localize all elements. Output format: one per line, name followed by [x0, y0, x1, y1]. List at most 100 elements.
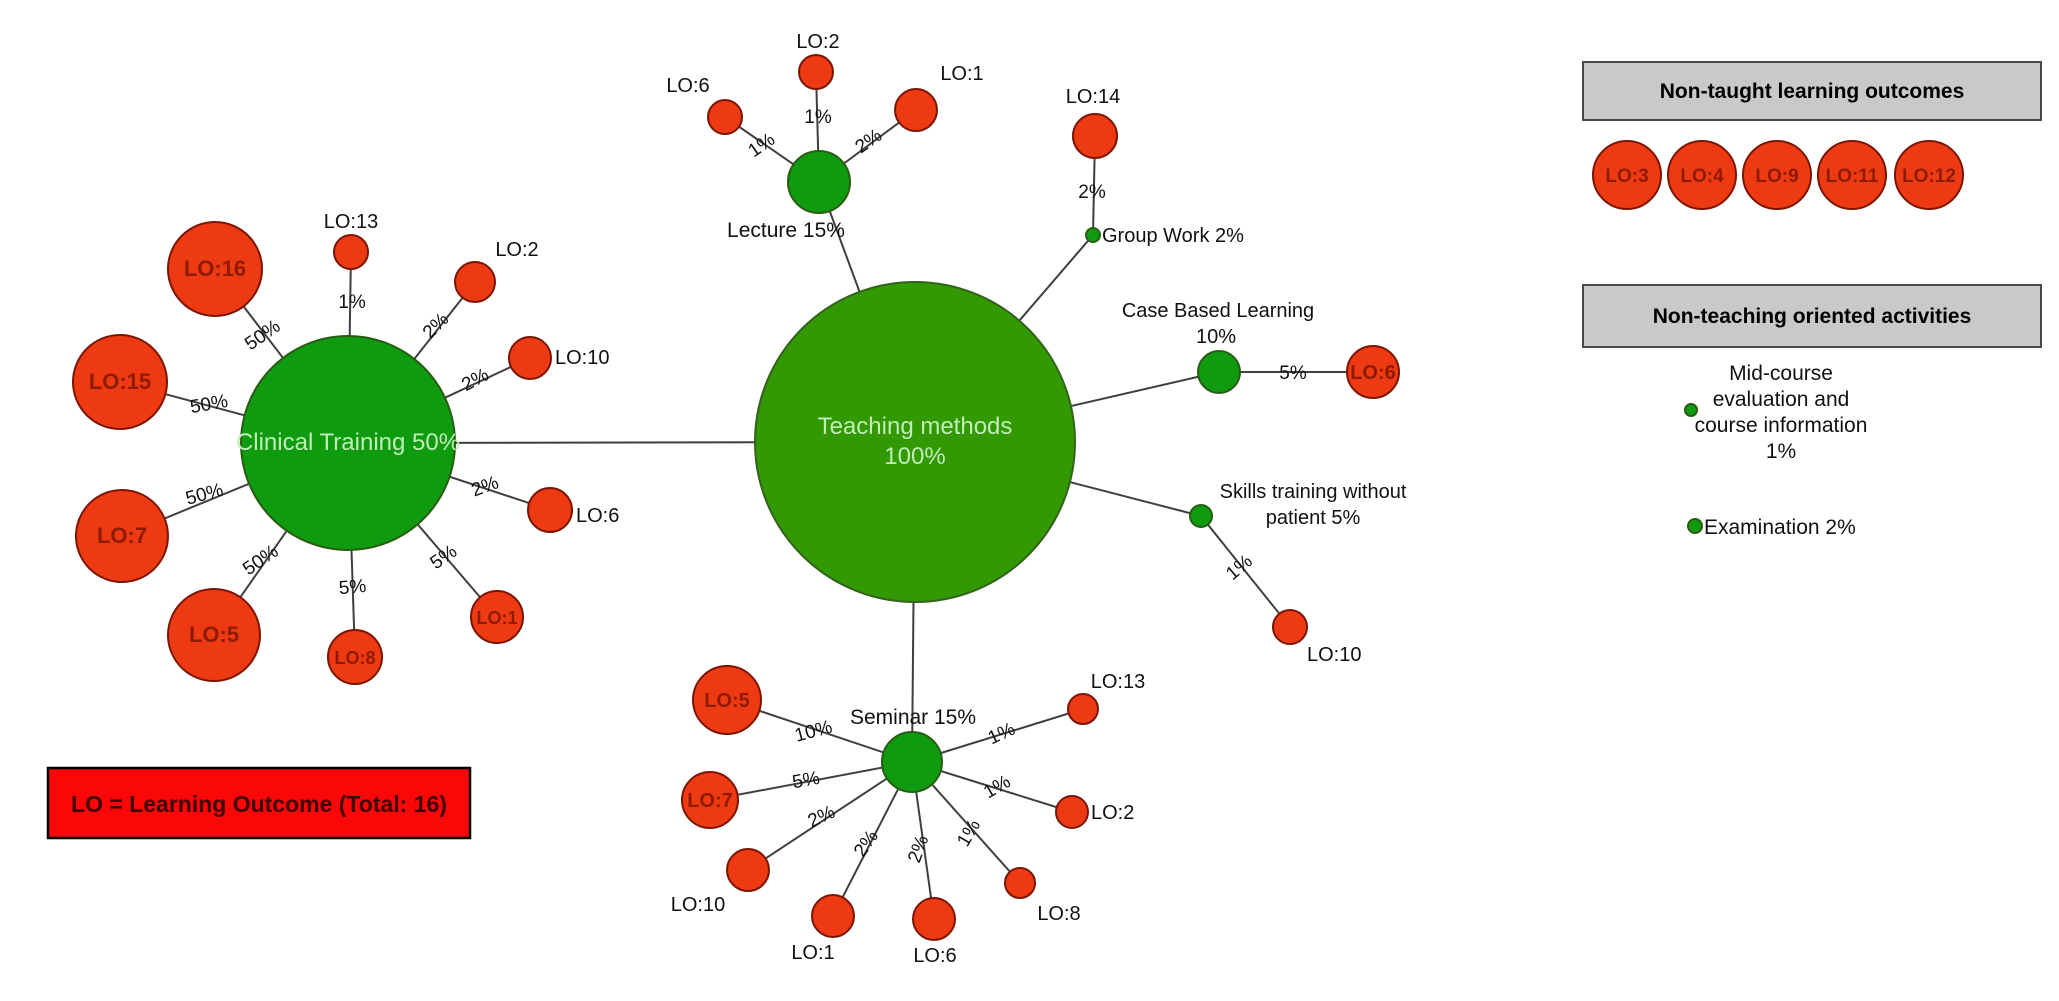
edge-seminar-lo7 [709, 761, 913, 801]
node-circles [72, 54, 1964, 941]
nontaught-lo11-node [1817, 140, 1887, 210]
nontaught-lo3-label: LO:3 [1605, 166, 1648, 187]
nontaught-lo4-node [1667, 140, 1737, 210]
clinical-lo15-node [72, 334, 168, 430]
seminar-lo5-pct: 10% [792, 717, 834, 747]
clinical-lo6-label: LO:6 [576, 505, 619, 527]
non-teaching-title: Non-teaching oriented activities [1653, 305, 1972, 328]
legend-box [46, 766, 472, 840]
lecture-node [787, 150, 851, 214]
legend: LO = Learning Outcome (Total: 16) [46, 766, 472, 840]
case-based-node [1197, 350, 1241, 394]
non-taught-title: Non-taught learning outcomes [1660, 80, 1965, 103]
clinical-lo10-pct: 2% [458, 364, 492, 395]
clinical-lo16-pct: 50% [241, 316, 284, 355]
seminar-lo1-label: LO:1 [791, 942, 834, 964]
teaching-label-line1: Teaching methods [818, 413, 1013, 440]
skills-title-line2: patient 5% [1266, 507, 1361, 529]
seminar-lo6-label: LO:6 [913, 945, 956, 967]
clinical-lo6-node [527, 487, 573, 533]
seminar-lo10-label: LO:10 [671, 894, 725, 916]
legend-text: LO = Learning Outcome (Total: 16) [71, 791, 447, 817]
clinical-lo2-pct: 2% [419, 309, 453, 343]
clinical-lo16-node [167, 221, 263, 317]
clinical-lo10-label: LO:10 [555, 347, 609, 369]
nontaught-lo9-node [1742, 140, 1812, 210]
midcourse-line2: evaluation and [1713, 388, 1850, 411]
examination-label: Examination 2% [1704, 516, 1856, 539]
nontaught-lo4-label: LO:4 [1680, 166, 1724, 187]
seminar-lo13-pct: 1% [985, 719, 1019, 750]
group-work-node [1085, 227, 1101, 243]
casebased-lo6-label: LO:6 [1350, 362, 1396, 384]
seminar-lo8-label: LO:8 [1037, 903, 1080, 925]
seminar-lo7-pct: 5% [791, 768, 822, 793]
teaching-methods-node [754, 281, 1076, 603]
seminar-lo8-node [1004, 867, 1036, 899]
clinical-lo1-node [470, 590, 524, 644]
seminar-lo7-label: LO:7 [687, 790, 733, 812]
nontaught-lo11-label: LO:11 [1826, 166, 1879, 187]
midcourse-line1: Mid-course [1729, 362, 1833, 385]
lecture-lo2-pct: 1% [804, 107, 832, 128]
nontaught-lo3-node [1592, 140, 1662, 210]
midcourse-line4: 1% [1766, 440, 1796, 463]
seminar-label: Seminar 15% [850, 706, 976, 729]
examination-dot [1687, 518, 1703, 534]
groupwork-lo14-pct: 2% [1078, 182, 1106, 203]
seminar-lo2-label: LO:2 [1091, 802, 1134, 824]
edge-seminar-lo10 [747, 761, 913, 871]
case-based-pct: 10% [1196, 326, 1236, 348]
seminar-lo6-node [912, 897, 956, 941]
non-teaching-panel: Non-teaching oriented activities Mid-cou… [1582, 284, 2042, 539]
seminar-lo2-pct: 1% [980, 771, 1014, 803]
nontaught-lo9-label: LO:9 [1755, 166, 1798, 187]
seminar-lo5-label: LO:5 [704, 690, 750, 712]
non-teaching-header-box [1582, 284, 2042, 348]
clinical-lo13-pct: 1% [338, 292, 366, 313]
non-taught-header-box [1582, 61, 2042, 121]
midcourse-dot [1684, 403, 1698, 417]
clinical-lo8-node [327, 629, 383, 685]
group-work-label: Group Work 2% [1102, 225, 1244, 247]
case-based-title: Case Based Learning [1122, 300, 1314, 322]
lecture-lo2-node [798, 54, 834, 90]
seminar-node [881, 731, 943, 793]
clinical-lo15-label: LO:15 [89, 369, 151, 394]
groupwork-lo14-label: LO:14 [1066, 86, 1120, 108]
seminar-lo7-node [681, 771, 739, 829]
clinical-lo16-label: LO:16 [184, 256, 246, 281]
skills-title-line1: Skills training without [1220, 481, 1407, 503]
seminar-lo5-node [692, 665, 762, 735]
casebased-lo6-node [1346, 345, 1400, 399]
seminar-lo10-node [726, 848, 770, 892]
lecture-label: Lecture 15% [727, 219, 845, 242]
clinical-lo8-label: LO:8 [334, 648, 375, 668]
lecture-lo6-node [707, 99, 743, 135]
clinical-lo15-pct: 50% [188, 391, 229, 418]
clinical-lo7-pct: 50% [183, 480, 225, 510]
clinical-lo7-node [75, 489, 169, 583]
clinical-lo7-label: LO:7 [97, 523, 147, 548]
clinical-lo10-node [508, 336, 552, 380]
lecture-lo1-label: LO:1 [940, 63, 983, 85]
seminar-lo13-node [1067, 693, 1099, 725]
teaching-label-line2: 100% [884, 443, 945, 470]
lecture-lo2-label: LO:2 [796, 31, 839, 53]
clinical-lo2-label: LO:2 [495, 239, 538, 261]
clinical-lo1-label: LO:1 [476, 608, 517, 628]
lecture-lo6-label: LO:6 [666, 75, 709, 97]
clinical-lo8-pct: 5% [338, 576, 367, 599]
seminar-lo6-pct: 2% [904, 833, 933, 866]
seminar-lo1-pct: 2% [850, 826, 883, 861]
diagram-labels: Clinical Training 50% Teaching methods 1… [89, 31, 1407, 967]
nontaught-lo12-label: LO:12 [1902, 166, 1956, 187]
seminar-lo8-pct: 1% [953, 816, 985, 850]
clinical-lo13-label: LO:13 [324, 211, 378, 233]
seminar-lo10-pct: 2% [805, 802, 839, 833]
clinical-label: Clinical Training 50% [236, 429, 460, 456]
casebased-lo6-pct: 5% [1279, 363, 1307, 384]
clinical-lo2-node [454, 261, 496, 303]
